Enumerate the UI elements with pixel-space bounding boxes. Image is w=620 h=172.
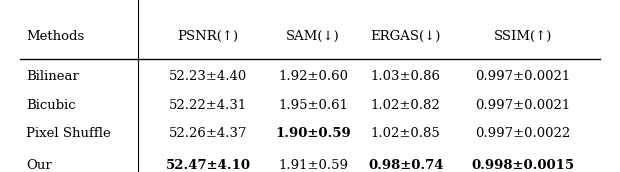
Text: 1.95±0.61: 1.95±0.61 [278, 99, 348, 112]
Text: 52.22±4.31: 52.22±4.31 [169, 99, 247, 112]
Text: 52.23±4.40: 52.23±4.40 [169, 71, 247, 83]
Text: SSIM(↑): SSIM(↑) [494, 30, 552, 42]
Text: 0.998±0.0015: 0.998±0.0015 [471, 159, 575, 172]
Text: Pixel Shuffle: Pixel Shuffle [26, 127, 111, 140]
Text: Methods: Methods [26, 30, 84, 42]
Text: ERGAS(↓): ERGAS(↓) [371, 30, 441, 42]
Text: 1.92±0.60: 1.92±0.60 [278, 71, 348, 83]
Text: 0.997±0.0021: 0.997±0.0021 [476, 71, 570, 83]
Text: PSNR(↑): PSNR(↑) [177, 30, 239, 42]
Text: 1.03±0.86: 1.03±0.86 [371, 71, 441, 83]
Text: 0.997±0.0021: 0.997±0.0021 [476, 99, 570, 112]
Text: Our: Our [26, 159, 52, 172]
Text: 0.997±0.0022: 0.997±0.0022 [476, 127, 570, 140]
Text: 52.47±4.10: 52.47±4.10 [166, 159, 250, 172]
Text: 1.91±0.59: 1.91±0.59 [278, 159, 348, 172]
Text: 52.26±4.37: 52.26±4.37 [169, 127, 247, 140]
Text: 1.02±0.82: 1.02±0.82 [371, 99, 441, 112]
Text: Bicubic: Bicubic [26, 99, 76, 112]
Text: 1.90±0.59: 1.90±0.59 [275, 127, 351, 140]
Text: 0.98±0.74: 0.98±0.74 [368, 159, 443, 172]
Text: 1.02±0.85: 1.02±0.85 [371, 127, 441, 140]
Text: Bilinear: Bilinear [26, 71, 79, 83]
Text: SAM(↓): SAM(↓) [286, 30, 340, 42]
